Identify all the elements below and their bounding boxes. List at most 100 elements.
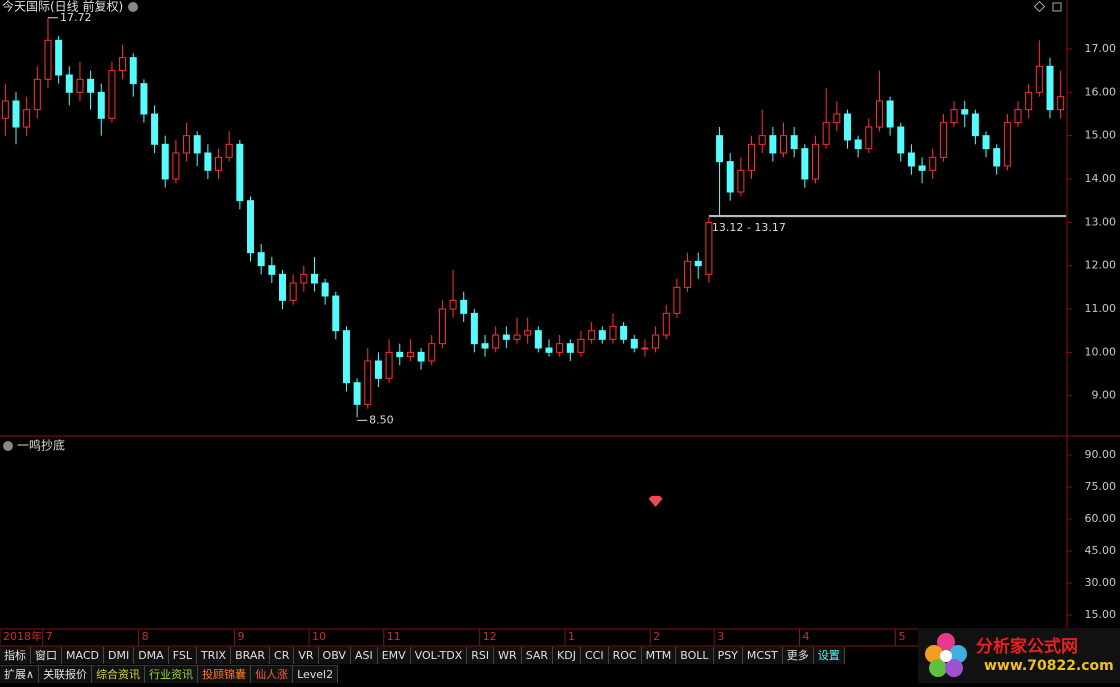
candle-body	[534, 330, 542, 349]
candle-body	[843, 113, 851, 141]
dropdown-icon[interactable]	[128, 2, 138, 12]
candle-body	[449, 299, 457, 310]
candle-body	[790, 135, 798, 150]
candle-body	[865, 126, 873, 150]
candle-body	[737, 169, 745, 193]
tab[interactable]: 窗口	[31, 647, 62, 664]
dropdown-icon[interactable]	[3, 441, 13, 451]
candle-body	[44, 39, 52, 80]
tab[interactable]: BOLL	[676, 647, 714, 664]
tab[interactable]: 更多	[783, 647, 814, 664]
x-tick-label: 11	[387, 630, 401, 643]
candle-body	[65, 74, 73, 93]
x-tick-label: 12	[483, 630, 497, 643]
tab[interactable]: PSY	[714, 647, 743, 664]
candle-body	[1014, 109, 1022, 124]
candle-body	[151, 113, 159, 145]
y-tick-label: 11.00	[1085, 302, 1117, 315]
candle-body	[55, 39, 63, 76]
y-tick-label: 17.00	[1085, 42, 1117, 55]
y-tick-label: 16.00	[1085, 85, 1117, 98]
tab[interactable]: EMV	[378, 647, 411, 664]
candle-body	[652, 334, 660, 349]
y-tick-label: 45.00	[1085, 544, 1117, 557]
candle-body	[982, 135, 990, 150]
candle-body	[140, 83, 148, 115]
candle-body	[172, 152, 180, 180]
x-tick-label: 8	[142, 630, 149, 643]
tab[interactable]: 关联报价	[39, 666, 93, 683]
tab[interactable]: BRAR	[231, 647, 271, 664]
tab[interactable]: 扩展∧	[0, 666, 40, 683]
tab[interactable]: MTM	[642, 647, 677, 664]
tab[interactable]: 综合资讯	[92, 666, 146, 683]
tab[interactable]: 投顾锦囊	[198, 666, 252, 683]
candle-body	[556, 343, 564, 353]
candle-body	[1025, 91, 1033, 111]
candle-body	[129, 57, 137, 85]
candle-body	[684, 260, 692, 288]
tab[interactable]: CR	[270, 647, 295, 664]
candle-body	[897, 126, 905, 154]
candle-body	[108, 70, 116, 119]
x-tick-label: 5	[898, 630, 905, 643]
candle-body	[321, 282, 329, 297]
tab[interactable]: ROC	[609, 647, 642, 664]
candle-body	[662, 312, 670, 336]
tab[interactable]: KDJ	[553, 647, 581, 664]
icon[interactable]	[1052, 2, 1062, 12]
candle-body	[993, 148, 1001, 167]
candle-body	[342, 330, 350, 384]
tab[interactable]: WR	[494, 647, 522, 664]
candle-body	[918, 165, 926, 171]
tab[interactable]: VR	[294, 647, 319, 664]
candle-body	[641, 347, 649, 350]
candle-body	[950, 109, 958, 124]
tab[interactable]: ASI	[351, 647, 378, 664]
candle-body	[726, 161, 734, 193]
candle-body	[811, 143, 819, 180]
candle-body	[545, 347, 553, 353]
tab[interactable]: 行业资讯	[145, 666, 199, 683]
x-tick-label: 10	[312, 630, 326, 643]
tab[interactable]: FSL	[169, 647, 197, 664]
candle-body	[268, 265, 276, 275]
tab[interactable]: VOL-TDX	[411, 647, 468, 664]
tab[interactable]: TRIX	[197, 647, 232, 664]
tab[interactable]: RSI	[467, 647, 495, 664]
tab[interactable]: SAR	[522, 647, 554, 664]
tab[interactable]: MACD	[62, 647, 104, 664]
tab-bar: 扩展∧ 关联报价 综合资讯 行业资讯 投顾锦囊 仙人涨 Level2	[0, 665, 339, 683]
candle-body	[1003, 122, 1011, 167]
tab[interactable]: DMI	[104, 647, 135, 664]
tab[interactable]: 设置	[814, 647, 845, 664]
tab[interactable]: CCI	[581, 647, 609, 664]
candle-body	[907, 152, 915, 167]
x-tick-label: 7	[46, 630, 53, 643]
candle-body	[886, 100, 894, 128]
tab[interactable]: Level2	[293, 666, 339, 683]
icon[interactable]	[1033, 0, 1046, 13]
gap-label: 13.12 - 13.17	[712, 221, 786, 234]
tab[interactable]: MCST	[743, 647, 783, 664]
tab[interactable]: 指标	[0, 647, 31, 664]
candle-body	[524, 330, 532, 336]
candle-body	[694, 260, 702, 267]
candle-body	[598, 330, 606, 340]
candle-body	[385, 351, 393, 379]
candle-body	[801, 148, 809, 180]
y-tick-label: 14.00	[1085, 172, 1117, 185]
background	[0, 0, 1120, 647]
candle-body	[1035, 65, 1043, 93]
gap-line	[708, 214, 1066, 218]
candle-body	[673, 286, 681, 314]
candle-body	[513, 334, 521, 340]
tab[interactable]: OBV	[319, 647, 351, 664]
tab[interactable]: DMA	[134, 647, 169, 664]
tab[interactable]: 仙人涨	[251, 666, 294, 683]
annotation: 17.72	[60, 11, 92, 24]
candle-body	[12, 100, 20, 128]
y-tick-label: 90.00	[1085, 448, 1117, 461]
candle-body	[705, 221, 713, 275]
